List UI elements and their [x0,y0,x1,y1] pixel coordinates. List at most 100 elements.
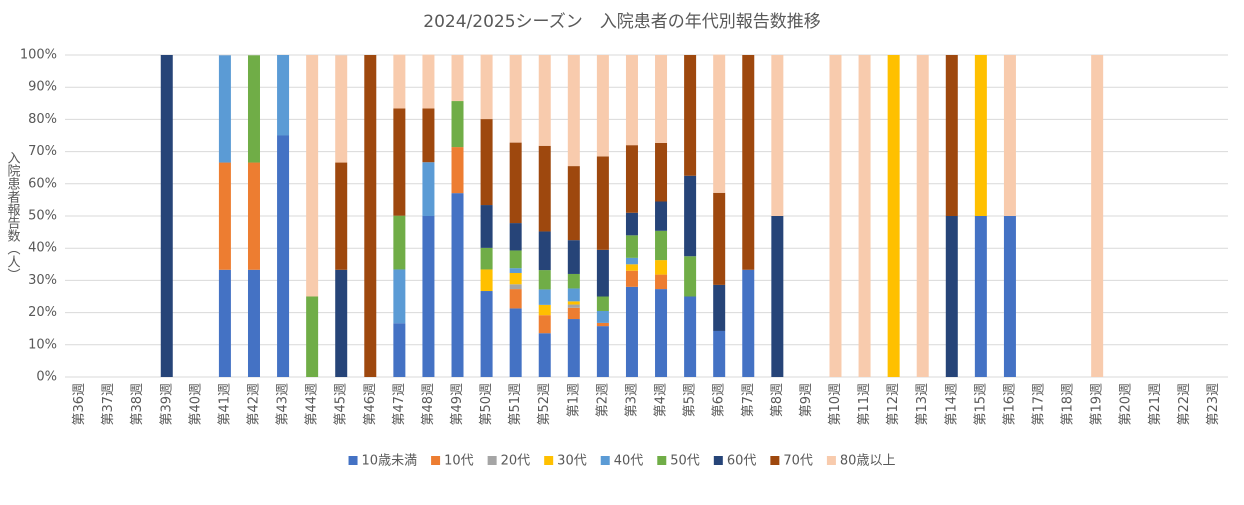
bar-segment [596,310,609,323]
bar-segment [974,55,987,216]
x-tick-label: 第38週 [130,383,145,426]
bar-segment [480,269,493,292]
bar-segment [655,55,668,143]
bar-segment [684,175,697,257]
x-tick-label: 第43週 [276,383,291,426]
bar-segment [655,260,668,275]
bar-segment [393,108,406,216]
bar-segment [335,55,348,163]
bar-segment [247,269,260,377]
bar-segment [742,55,755,270]
legend-swatch [713,456,723,465]
y-axis-label: 入院患者報告数（人） [5,151,21,281]
bar-segment [567,273,580,289]
bar-segment [1091,55,1104,377]
x-tick-label: 第51週 [508,383,523,426]
x-tick-label: 第14週 [944,383,959,426]
x-tick-label: 第22週 [1177,383,1192,426]
bar-segment [625,235,638,258]
x-tick-label: 第45週 [334,383,349,426]
x-tick-label: 第48週 [421,383,436,426]
bar-segment [684,256,697,297]
bar-segment [247,162,260,270]
legend-swatch [600,456,610,465]
x-tick-label: 第12週 [886,383,901,426]
bar-segment [509,223,522,251]
bar-segment [655,289,668,377]
y-tick-label: 60% [28,176,57,191]
legend-swatch [487,456,497,465]
bar-segment [625,145,638,213]
x-tick-label: 第1週 [566,383,581,417]
bar-segment [1003,216,1016,377]
x-tick-label: 第3週 [624,383,639,417]
y-tick-label: 20% [28,305,57,320]
bar-segment [625,286,638,377]
bar-segment [596,322,609,327]
bar-segment [567,166,580,241]
bar-segment [277,135,290,377]
bar-segment [596,326,609,377]
bar-segment [567,301,580,305]
x-tick-label: 第4週 [654,383,669,417]
bar-segment [393,269,406,324]
bar-segment [567,55,580,167]
bar-segment [567,319,580,377]
bar-segment [713,54,726,193]
bar-segment [393,215,406,270]
bar-segment [567,304,580,308]
bar-segment [945,55,958,216]
bar-segment [538,315,551,334]
bar-segment [306,55,319,297]
legend-label: 10代 [444,454,474,469]
bar-segment [509,289,522,309]
bar-segment [480,205,493,248]
x-tick-label: 第41週 [217,383,232,426]
bar-segment [277,55,290,136]
bar-segment [655,201,668,231]
x-tick-label: 第6週 [712,383,727,417]
x-tick-label: 第21週 [1148,383,1163,426]
legend-swatch [431,456,441,465]
bar-segment [509,268,522,273]
x-tick-label: 第7週 [741,383,756,417]
bar-segment [567,240,580,274]
y-tick-label: 40% [28,241,57,256]
bar-segment [1003,55,1016,216]
x-tick-label: 第23週 [1206,383,1221,426]
bar-segment [422,162,435,216]
bar-segment [538,55,551,146]
bar-segment [451,101,464,148]
y-tick-label: 80% [28,112,57,127]
bar-segment [335,162,348,270]
bar-segment [509,250,522,269]
bar-segment [480,247,493,270]
bar-segment [684,296,697,377]
bar-segment [422,216,435,377]
x-tick-label: 第2週 [595,383,610,417]
legend-label: 70代 [783,454,813,469]
bar-segment [480,54,493,120]
bar-segment [916,55,929,377]
x-tick-label: 第16週 [1002,383,1017,426]
bar-segment [451,55,464,102]
bar-segment [364,55,377,377]
chart-title: 2024/2025シーズン 入院患者の年代別報告数推移 [423,12,820,32]
legend-label: 60代 [727,454,757,469]
bar-segment [655,142,668,202]
bar-segment [771,216,784,377]
legend-swatch [826,456,836,465]
bar-segment [713,330,726,377]
bar-segment [974,216,987,377]
bar-segment [509,308,522,377]
x-tick-label: 第19週 [1090,383,1105,426]
y-tick-label: 100% [20,48,57,63]
legend-swatch [770,456,780,465]
x-tick-label: 第5週 [683,383,698,417]
bar-segment [625,257,638,265]
x-tick-label: 第39週 [159,383,174,426]
x-tick-label: 第42週 [246,383,261,426]
x-tick-label: 第20週 [1119,383,1134,426]
bar-segment [509,55,522,143]
x-tick-label: 第11週 [857,383,872,426]
